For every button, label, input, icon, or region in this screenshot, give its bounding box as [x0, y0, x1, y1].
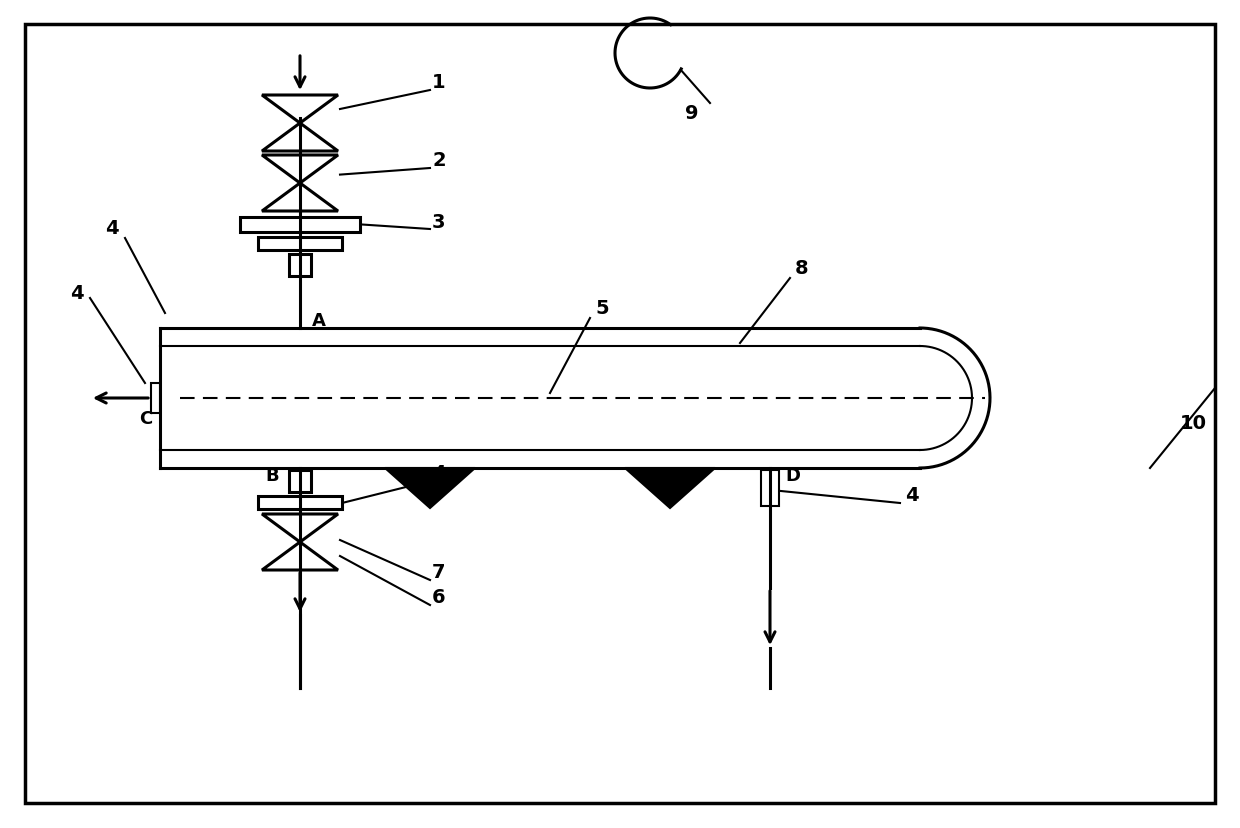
Text: 1: 1 [432, 73, 445, 92]
Text: 8: 8 [795, 258, 808, 277]
Bar [258, 238, 342, 251]
Text: 2: 2 [432, 151, 445, 170]
Text: 4: 4 [905, 485, 919, 504]
Bar [258, 497, 342, 509]
Bar [289, 470, 311, 493]
Text: 4: 4 [432, 464, 445, 483]
Bar [151, 383, 160, 413]
Polygon shape [384, 469, 475, 508]
Text: 9: 9 [684, 104, 698, 123]
Text: 10: 10 [1180, 413, 1207, 432]
Text: 5: 5 [595, 299, 609, 318]
Text: 4: 4 [69, 284, 83, 303]
Text: 3: 3 [432, 213, 445, 232]
Text: C: C [139, 410, 153, 427]
Text: B: B [265, 466, 279, 484]
Bar [289, 255, 311, 277]
Text: 7: 7 [432, 562, 445, 581]
Text: A: A [312, 311, 326, 330]
Text: D: D [785, 466, 800, 484]
Polygon shape [625, 469, 715, 508]
Bar [761, 470, 779, 507]
Text: 6: 6 [432, 587, 445, 606]
Bar [241, 218, 360, 233]
Text: 4: 4 [105, 219, 119, 238]
